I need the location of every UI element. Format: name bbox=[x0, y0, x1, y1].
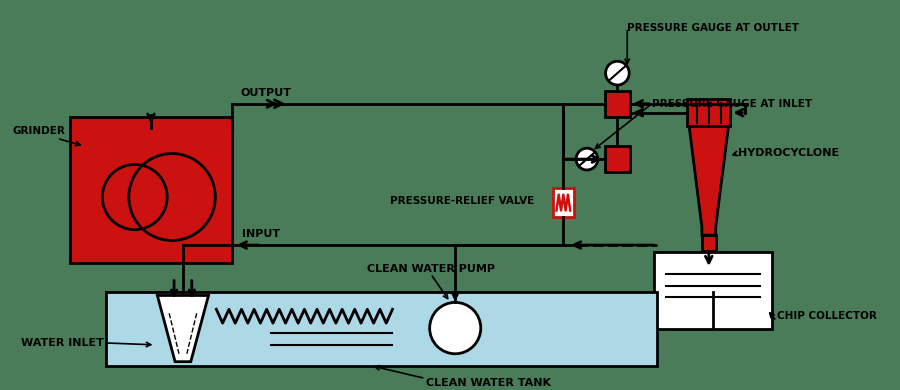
Text: PRESSURE-RELIEF VALVE: PRESSURE-RELIEF VALVE bbox=[390, 196, 534, 206]
Bar bbox=[702, 235, 716, 251]
Polygon shape bbox=[158, 296, 209, 362]
Bar bbox=[106, 291, 657, 366]
Text: HYDROCYCLONE: HYDROCYCLONE bbox=[738, 148, 840, 158]
Text: INPUT: INPUT bbox=[242, 229, 280, 239]
Circle shape bbox=[576, 148, 598, 170]
Circle shape bbox=[606, 61, 629, 85]
Bar bbox=[553, 188, 574, 217]
Text: GRINDER: GRINDER bbox=[13, 126, 66, 136]
Text: CLEAN WATER TANK: CLEAN WATER TANK bbox=[426, 378, 551, 388]
Text: CHIP COLLECTOR: CHIP COLLECTOR bbox=[777, 311, 877, 321]
Bar bbox=[70, 117, 232, 263]
Bar bbox=[688, 99, 731, 126]
Text: CLEAN WATER PUMP: CLEAN WATER PUMP bbox=[366, 264, 495, 274]
Text: OUTPUT: OUTPUT bbox=[241, 88, 292, 98]
Text: WATER INLET: WATER INLET bbox=[22, 338, 104, 348]
Bar bbox=[653, 252, 771, 329]
Bar bbox=[605, 91, 630, 117]
Circle shape bbox=[429, 302, 481, 354]
Bar bbox=[605, 146, 630, 172]
Text: PRESSURE GAUGE AT OUTLET: PRESSURE GAUGE AT OUTLET bbox=[627, 23, 799, 33]
Polygon shape bbox=[689, 126, 728, 235]
Text: PRESSURE GAUGE AT INLET: PRESSURE GAUGE AT INLET bbox=[652, 99, 812, 109]
